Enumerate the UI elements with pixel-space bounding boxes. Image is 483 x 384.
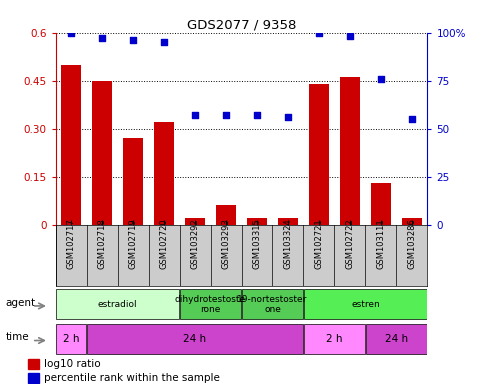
- Bar: [57, 289, 179, 319]
- Text: time: time: [5, 332, 29, 342]
- Bar: [367, 324, 426, 354]
- Bar: [61, 65, 81, 225]
- Point: [346, 33, 354, 40]
- Bar: [154, 122, 174, 225]
- Bar: [216, 205, 236, 225]
- Text: 2 h: 2 h: [326, 334, 343, 344]
- Bar: [92, 81, 112, 225]
- Text: 24 h: 24 h: [385, 334, 408, 344]
- Point: [191, 112, 199, 118]
- Text: 24 h: 24 h: [184, 334, 207, 344]
- Bar: [28, 359, 39, 369]
- Point: [67, 30, 75, 36]
- Bar: [242, 289, 302, 319]
- Title: GDS2077 / 9358: GDS2077 / 9358: [187, 18, 296, 31]
- Point: [284, 114, 292, 120]
- Text: log10 ratio: log10 ratio: [44, 359, 100, 369]
- Bar: [309, 84, 329, 225]
- Text: 2 h: 2 h: [63, 334, 79, 344]
- Point: [315, 30, 323, 36]
- Bar: [402, 218, 422, 225]
- Point: [222, 112, 230, 118]
- Point: [408, 116, 416, 122]
- Point: [98, 35, 106, 41]
- Point: [160, 39, 168, 45]
- Bar: [57, 324, 85, 354]
- Bar: [87, 324, 302, 354]
- Bar: [340, 78, 360, 225]
- Point: [377, 76, 385, 82]
- Bar: [185, 218, 205, 225]
- Text: 19-nortestoster
one: 19-nortestoster one: [237, 295, 308, 314]
- Bar: [304, 289, 426, 319]
- Bar: [181, 289, 241, 319]
- Text: estren: estren: [351, 300, 380, 309]
- Point: [253, 112, 261, 118]
- Bar: [28, 373, 39, 382]
- Text: dihydrotestoste
rone: dihydrotestoste rone: [175, 295, 246, 314]
- Text: estradiol: estradiol: [98, 300, 137, 309]
- Point: [129, 37, 137, 43]
- Bar: [304, 324, 365, 354]
- Bar: [123, 138, 143, 225]
- Bar: [278, 218, 298, 225]
- Text: percentile rank within the sample: percentile rank within the sample: [44, 373, 220, 383]
- Bar: [247, 218, 267, 225]
- Text: agent: agent: [5, 298, 35, 308]
- Bar: [371, 183, 391, 225]
